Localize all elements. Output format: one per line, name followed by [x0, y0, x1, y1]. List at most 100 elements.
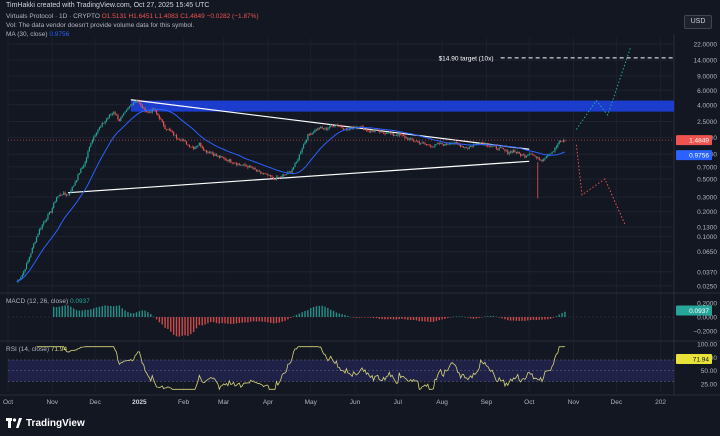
- macd-bar: [155, 317, 158, 320]
- candle-body: [374, 130, 376, 132]
- candle-body: [245, 165, 248, 167]
- open-value: O1.5131: [101, 13, 127, 20]
- candle-body: [147, 111, 149, 113]
- candle-body: [337, 124, 339, 127]
- macd-bar: [278, 317, 281, 323]
- macd-legend: MACD (12, 26, close) 0.0937: [6, 298, 90, 305]
- candle-body: [141, 104, 143, 109]
- macd-bar: [150, 314, 152, 317]
- macd-bar: [538, 317, 540, 320]
- candle-body: [201, 146, 203, 149]
- candle-body: [384, 133, 386, 134]
- macd-bar: [58, 306, 61, 317]
- candle-body: [335, 124, 338, 126]
- macd-bar: [484, 316, 486, 318]
- macd-bar: [481, 317, 483, 318]
- candle-body: [81, 167, 83, 169]
- macd-bar: [98, 306, 101, 317]
- candle-body: [444, 143, 446, 146]
- macd-bar: [75, 309, 78, 317]
- candle-body: [457, 142, 459, 144]
- macd-bar: [61, 305, 63, 317]
- candle-body: [307, 133, 309, 140]
- macd-bar: [310, 307, 312, 317]
- macd-bar: [478, 317, 480, 319]
- candle-body: [125, 109, 128, 112]
- macd-bar: [252, 317, 255, 322]
- macd-histogram-group: [52, 305, 566, 337]
- candle-body: [298, 154, 300, 160]
- macd-bar: [178, 317, 181, 337]
- candle-body: [24, 269, 26, 272]
- macd-bar: [384, 317, 386, 320]
- macd-bar: [204, 317, 206, 325]
- time-tick-label: Jun: [350, 399, 361, 406]
- triangle-upper-line: [130, 99, 530, 150]
- price-tick-label: 0.3000: [697, 195, 717, 202]
- macd-bar: [121, 308, 123, 317]
- price-tick-label: 9.0000: [697, 73, 717, 80]
- macd-bar: [84, 309, 86, 317]
- candle-body: [422, 142, 425, 144]
- candle-body: [228, 159, 230, 162]
- candle-body: [475, 143, 477, 145]
- candle-body: [135, 100, 138, 102]
- macd-bar: [230, 317, 232, 324]
- time-tick-label: Mar: [218, 399, 230, 406]
- candle-body: [108, 115, 110, 118]
- candle-body: [448, 143, 450, 145]
- bear-projection-path: [575, 144, 626, 225]
- candle-body: [231, 162, 233, 163]
- macd-bar: [461, 316, 463, 318]
- candle-body: [490, 146, 492, 147]
- macd-bar: [455, 316, 458, 317]
- candle-body: [381, 131, 383, 133]
- macd-bar: [532, 317, 535, 320]
- candle-body: [551, 151, 553, 154]
- candle-body: [430, 145, 432, 147]
- time-tick-label: 202: [655, 399, 666, 406]
- price-tick-label: 0.0370: [697, 269, 717, 276]
- macd-bar: [469, 317, 472, 319]
- macd-bar: [78, 310, 81, 317]
- candle-body: [273, 177, 275, 180]
- candle-body: [77, 174, 79, 181]
- candle-body: [53, 203, 55, 209]
- currency-button[interactable]: USD: [684, 15, 712, 29]
- candle-body: [198, 142, 200, 146]
- candle-body: [364, 129, 366, 131]
- candle-body: [137, 100, 139, 103]
- candle-body: [434, 144, 436, 147]
- macd-bar: [350, 316, 352, 318]
- candle-body: [318, 127, 320, 129]
- candle-body: [220, 156, 222, 158]
- candle-body: [447, 144, 449, 145]
- candle-body: [83, 165, 85, 168]
- candle-body: [500, 147, 502, 149]
- candle-body: [315, 129, 318, 131]
- macd-bar: [212, 317, 215, 323]
- candle-body: [297, 159, 299, 162]
- candle-body: [440, 142, 442, 144]
- candle-body: [527, 155, 529, 156]
- candle-body: [441, 142, 443, 145]
- macd-bar: [427, 317, 429, 322]
- candle-body: [545, 156, 547, 159]
- macd-bar: [335, 312, 338, 317]
- candle-body: [100, 125, 102, 128]
- candle-body: [84, 161, 86, 166]
- candle-body: [185, 141, 188, 145]
- price-tick-label: 4.0000: [697, 102, 717, 109]
- candle-body: [502, 148, 505, 150]
- resistance-zone: [130, 100, 674, 112]
- macd-bar: [487, 316, 489, 317]
- candle-body: [164, 125, 166, 130]
- candle-body: [330, 124, 332, 128]
- rsi-line: [36, 346, 565, 391]
- price-tick-label: 22.0000: [694, 41, 718, 48]
- candle-body: [51, 208, 53, 213]
- macd-bar: [250, 317, 252, 322]
- macd-bar: [318, 305, 320, 317]
- candle-body: [367, 130, 369, 132]
